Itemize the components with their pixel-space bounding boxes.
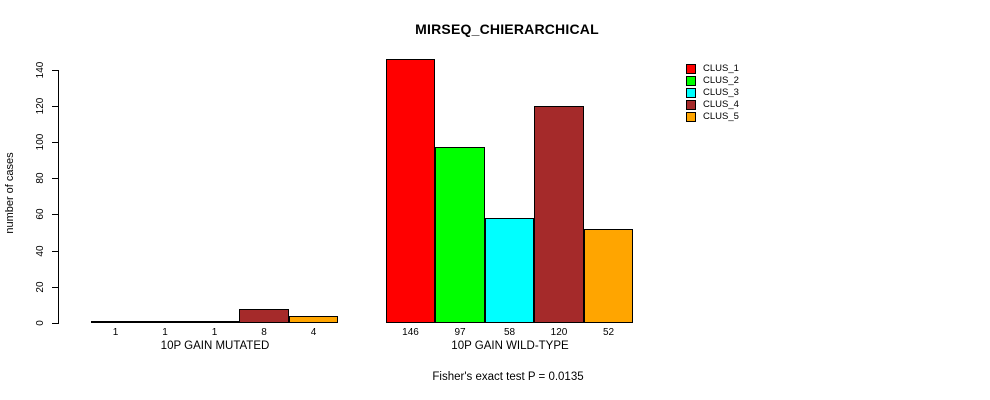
y-tick-label: 20 — [35, 281, 46, 293]
bar — [386, 59, 435, 323]
legend-label: CLUS_2 — [703, 75, 739, 86]
bar-value-label: 1 — [162, 327, 168, 338]
bar-value-label: 58 — [503, 327, 516, 338]
bar-value-label: 1 — [112, 327, 119, 338]
y-tick — [52, 142, 58, 143]
legend-color-swatch — [686, 112, 696, 122]
bar — [239, 309, 289, 323]
legend-item: CLUS_3 — [686, 87, 739, 99]
legend-color-swatch — [686, 100, 696, 110]
y-tick — [52, 251, 58, 252]
legend-label: CLUS_4 — [703, 99, 739, 110]
y-tick — [52, 287, 58, 288]
y-axis-label: number of cases — [4, 152, 16, 234]
y-tick — [52, 214, 58, 215]
legend: CLUS_1 CLUS_2 CLUS_3 CLUS_4 CLUS_5 — [686, 63, 739, 123]
bar-value-label: 120 — [550, 327, 568, 338]
bar — [140, 321, 190, 323]
bar — [91, 321, 140, 323]
y-tick-label: 140 — [35, 61, 46, 79]
legend-color-swatch — [686, 76, 696, 86]
y-tick-label: 100 — [35, 133, 46, 151]
bar — [289, 316, 338, 323]
bar — [485, 218, 534, 323]
bar — [190, 321, 239, 323]
legend-item: CLUS_1 — [686, 63, 739, 75]
legend-item: CLUS_2 — [686, 75, 739, 87]
annotation-text: Fisher's exact test P = 0.0135 — [432, 371, 584, 383]
x-category-label: 10P GAIN WILD-TYPE — [451, 340, 569, 352]
bar — [534, 106, 584, 323]
legend-label: CLUS_3 — [703, 87, 739, 98]
y-tick-label: 80 — [35, 172, 46, 184]
y-tick — [52, 178, 58, 179]
legend-label: CLUS_1 — [703, 63, 739, 74]
y-axis-line — [58, 70, 59, 324]
legend-item: CLUS_5 — [686, 111, 739, 123]
y-tick-label: 0 — [35, 320, 46, 326]
bar-value-label: 52 — [602, 327, 615, 338]
y-tick-label: 120 — [35, 97, 46, 115]
y-tick-label: 40 — [35, 245, 46, 257]
bar-value-label: 4 — [310, 327, 317, 338]
bar — [584, 229, 633, 323]
legend-label: CLUS_5 — [703, 111, 739, 122]
y-tick — [52, 323, 58, 324]
bar — [435, 147, 485, 323]
chart-title: MIRSEQ_CHIERARCHICAL — [415, 21, 599, 37]
y-tick — [52, 106, 58, 107]
legend-color-swatch — [686, 64, 696, 74]
bar-value-label: 97 — [454, 327, 466, 338]
bar-value-label: 1 — [211, 327, 218, 338]
bar-value-label: 8 — [261, 327, 267, 338]
y-tick — [52, 70, 58, 71]
legend-color-swatch — [686, 88, 696, 98]
legend-item: CLUS_4 — [686, 99, 739, 111]
x-category-label: 10P GAIN MUTATED — [160, 340, 270, 352]
bar-value-label: 146 — [402, 327, 419, 338]
y-tick-label: 60 — [35, 208, 46, 220]
